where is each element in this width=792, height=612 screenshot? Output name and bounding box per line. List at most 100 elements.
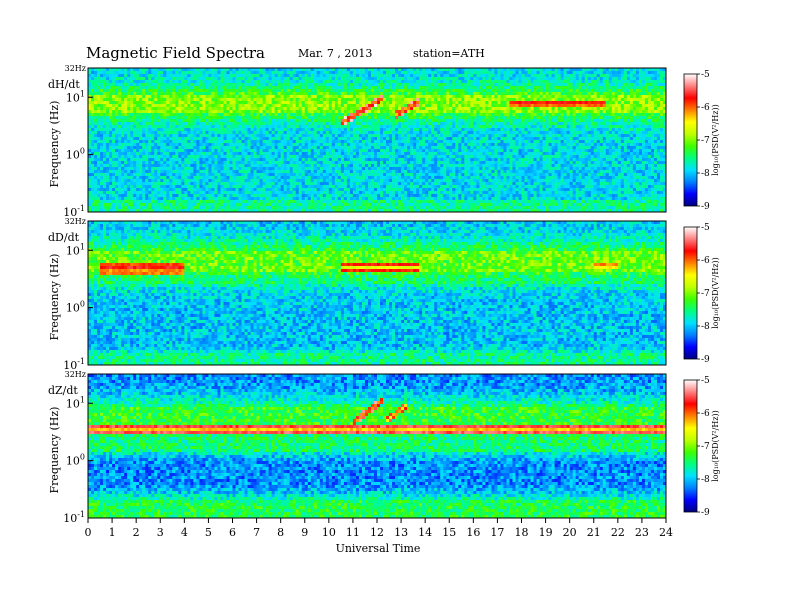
spectrogram-cell xyxy=(630,128,633,131)
spectrogram-cell xyxy=(497,140,500,143)
spectrogram-cell xyxy=(467,140,470,143)
spectrogram-cell xyxy=(196,77,199,80)
spectrogram-cell xyxy=(455,80,458,83)
spectrogram-cell xyxy=(540,140,543,143)
spectrogram-cell xyxy=(582,113,585,116)
spectrogram-cell xyxy=(160,68,163,71)
spectrogram-cell xyxy=(464,95,467,98)
spectrogram-cell xyxy=(245,107,248,110)
spectrogram-cell xyxy=(199,143,202,146)
spectrogram-cell xyxy=(416,134,419,137)
spectrogram-cell xyxy=(284,80,287,83)
spectrogram-cell xyxy=(506,68,509,71)
spectrogram-cell xyxy=(187,122,190,125)
spectrogram-cell xyxy=(145,92,148,95)
spectrogram-cell xyxy=(383,119,386,122)
spectrogram-cell xyxy=(591,80,594,83)
spectrogram-cell xyxy=(145,143,148,146)
spectrogram-cell xyxy=(540,128,543,131)
spectrogram-cell xyxy=(344,125,347,128)
spectrogram-cell xyxy=(552,92,555,95)
spectrogram-cell xyxy=(531,92,534,95)
spectrogram-cell xyxy=(567,113,570,116)
spectrogram-cell xyxy=(588,101,591,104)
spectrogram-cell xyxy=(461,77,464,80)
spectrogram-cell xyxy=(287,95,290,98)
spectrogram-cell xyxy=(142,110,145,113)
spectrogram-cell xyxy=(211,98,214,101)
spectrogram-cell xyxy=(359,134,362,137)
spectrogram-cell xyxy=(528,137,531,140)
spectrogram-cell xyxy=(242,89,245,92)
spectrogram-cell xyxy=(145,125,148,128)
spectrogram-cell xyxy=(196,131,199,134)
spectrogram-cell xyxy=(314,125,317,128)
spectrogram-cell xyxy=(139,95,142,98)
spectrogram-cell xyxy=(181,122,184,125)
spectrogram-cell xyxy=(205,101,208,104)
spectrogram-cell xyxy=(528,74,531,77)
spectrogram-cell xyxy=(193,86,196,89)
spectrogram-cell xyxy=(115,101,118,104)
spectrogram-cell xyxy=(597,134,600,137)
spectrogram-cell xyxy=(525,104,528,107)
spectrogram-cell xyxy=(214,134,217,137)
spectrogram-cell xyxy=(618,140,621,143)
spectrogram-cell xyxy=(461,80,464,83)
spectrogram-cell xyxy=(528,107,531,110)
spectrogram-cell xyxy=(260,80,263,83)
spectrogram-cell xyxy=(648,140,651,143)
spectrogram-cell xyxy=(202,131,205,134)
spectrogram-cell xyxy=(251,119,254,122)
spectrogram-cell xyxy=(419,83,422,86)
spectrogram-cell xyxy=(458,128,461,131)
spectrogram-cell xyxy=(573,86,576,89)
spectrogram-cell xyxy=(464,122,467,125)
spectrogram-cell xyxy=(494,140,497,143)
spectrogram-cell xyxy=(455,113,458,116)
spectrogram-cell xyxy=(416,86,419,89)
spectrogram-cell xyxy=(437,125,440,128)
spectrogram-cell xyxy=(540,101,543,104)
spectrogram-cell xyxy=(163,80,166,83)
spectrogram-cell xyxy=(160,80,163,83)
spectrogram-cell xyxy=(169,83,172,86)
spectrogram-cell xyxy=(263,71,266,74)
spectrogram-cell xyxy=(133,122,136,125)
spectrogram-cell xyxy=(525,143,528,146)
spectrogram-cell xyxy=(651,80,654,83)
spectrogram-cell xyxy=(160,74,163,77)
spectrogram-cell xyxy=(112,110,115,113)
spectrogram-cell xyxy=(160,104,163,107)
spectrogram-cell xyxy=(645,131,648,134)
spectrogram-cell xyxy=(284,104,287,107)
spectrogram-cell xyxy=(166,113,169,116)
spectrogram-cell xyxy=(172,86,175,89)
spectrogram-cell xyxy=(455,140,458,143)
spectrogram-cell xyxy=(133,131,136,134)
spectrogram-cell xyxy=(121,119,124,122)
spectrogram-cell xyxy=(236,83,239,86)
spectrogram-cell xyxy=(642,101,645,104)
spectrogram-cell xyxy=(326,134,329,137)
spectrogram-cell xyxy=(344,110,347,113)
spectrogram-cell xyxy=(627,89,630,92)
spectrogram-cell xyxy=(181,74,184,77)
spectrogram-cell xyxy=(302,113,305,116)
spectrogram-cell xyxy=(570,143,573,146)
spectrogram-cell xyxy=(386,98,389,101)
spectrogram-cell xyxy=(341,77,344,80)
spectrogram-cell xyxy=(398,116,401,119)
spectrogram-cell xyxy=(121,137,124,140)
spectrogram-cell xyxy=(633,125,636,128)
spectrogram-cell xyxy=(401,113,404,116)
spectrogram-cell xyxy=(540,98,543,101)
spectrogram-cell xyxy=(398,140,401,143)
spectrogram-cell xyxy=(311,92,314,95)
spectrogram-cell xyxy=(543,134,546,137)
spectrogram-cell xyxy=(573,128,576,131)
spectrogram-cell xyxy=(302,125,305,128)
spectrogram-cell xyxy=(491,131,494,134)
spectrogram-cell xyxy=(413,104,416,107)
spectrogram-cell xyxy=(151,104,154,107)
